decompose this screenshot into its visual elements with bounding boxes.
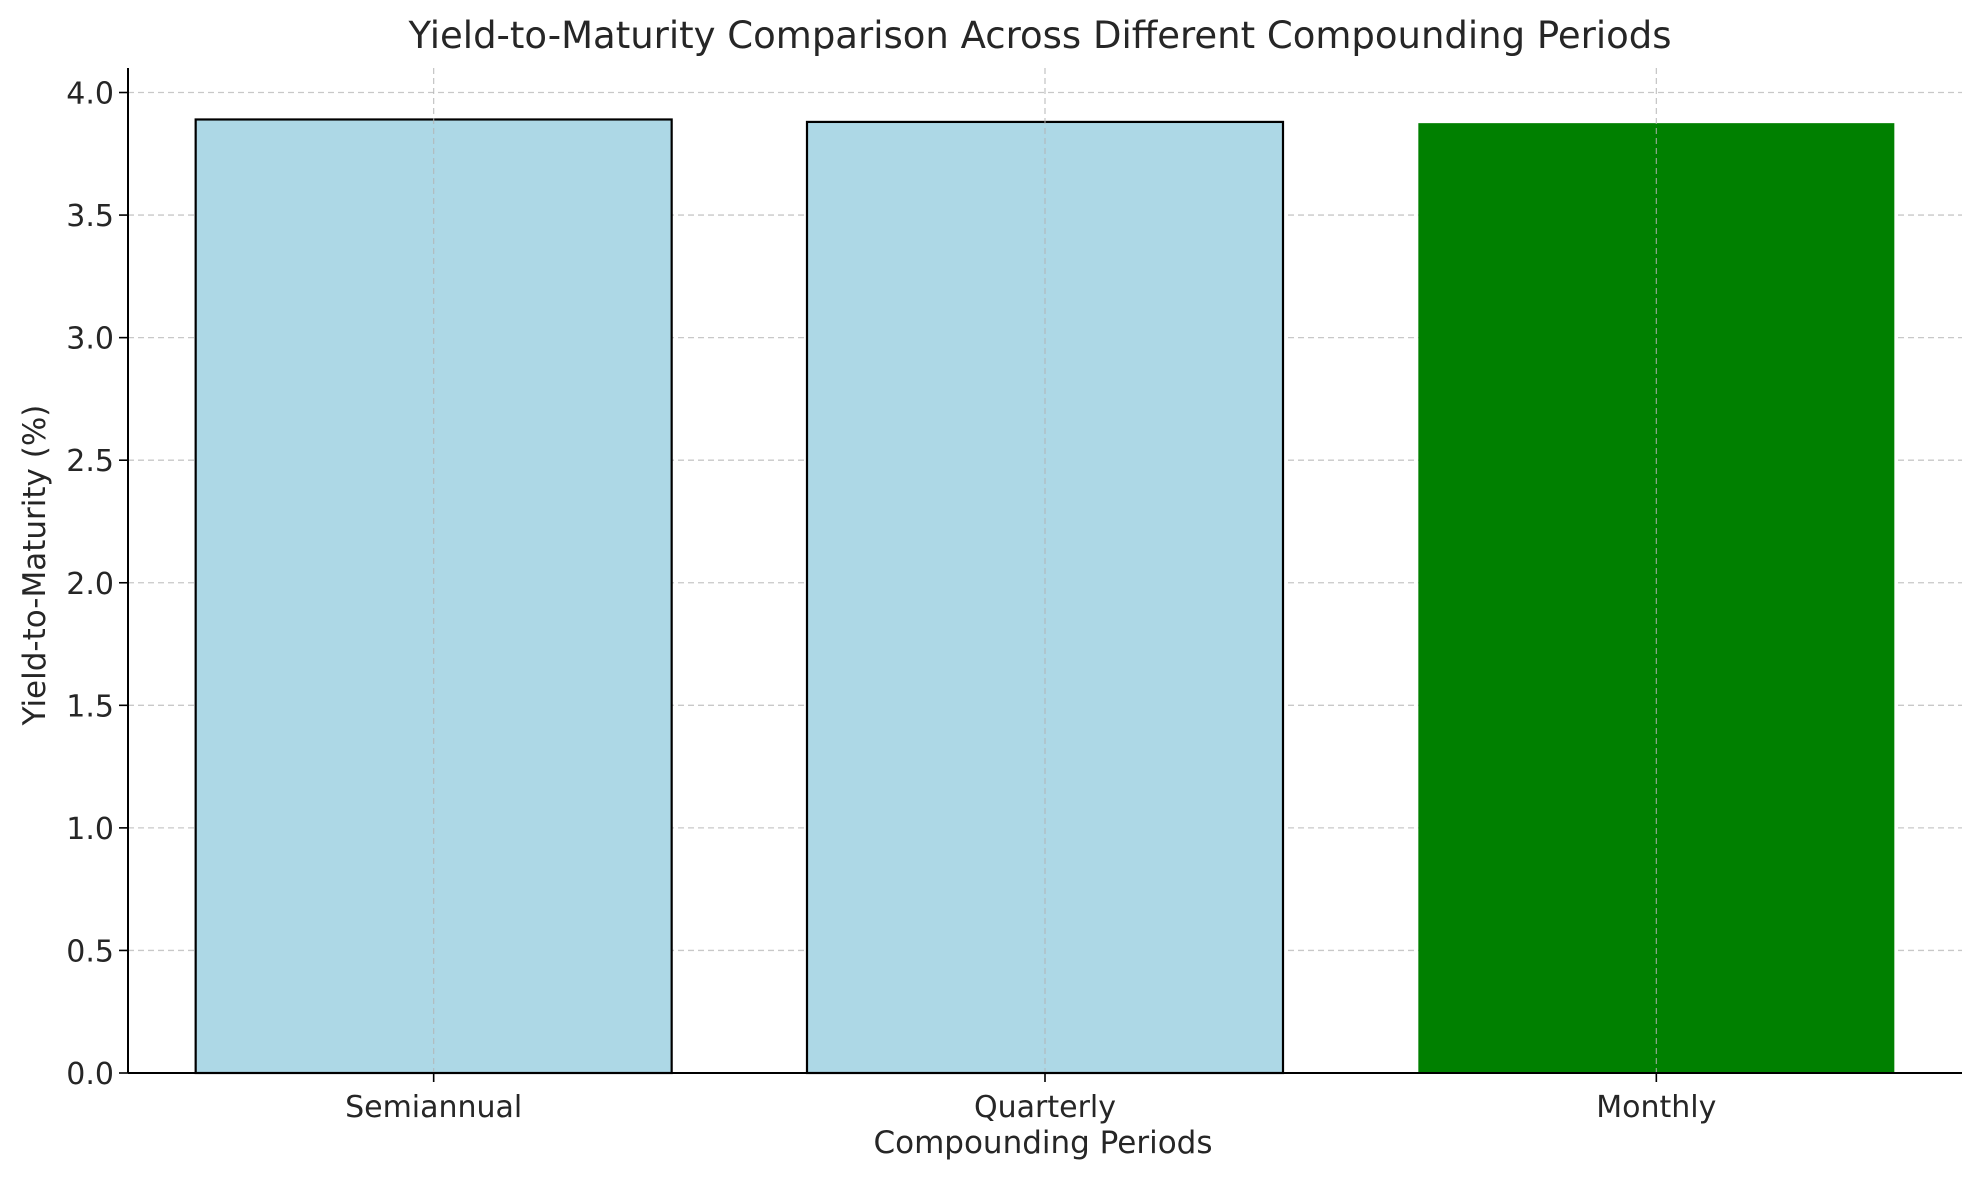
vertical-grid-lines [433, 68, 1657, 1073]
y-tick-label: 1.5 [66, 689, 114, 724]
y-tick-label: 3.5 [66, 199, 114, 234]
y-tick-label: 4.0 [66, 77, 114, 112]
x-tick-labels: Semiannual Quarterly Monthly [345, 1090, 1716, 1125]
y-tick-label: 1.0 [66, 812, 114, 847]
x-tick-label: Monthly [1596, 1090, 1716, 1125]
y-tick-label: 0.5 [66, 934, 114, 969]
chart-title: Yield-to-Maturity Comparison Across Diff… [407, 14, 1671, 57]
y-axis-label: Yield-to-Maturity (%) [17, 405, 53, 727]
bars [194, 118, 1895, 1075]
y-tick-label: 0.0 [66, 1057, 114, 1092]
y-tick-label: 2.5 [66, 444, 114, 479]
axes [119, 68, 1962, 1082]
y-tick-labels: 0.0 0.5 1.0 1.5 2.0 2.5 3.0 3.5 4.0 [66, 77, 114, 1092]
y-tick-label: 3.0 [66, 322, 114, 357]
x-axis-label: Compounding Periods [873, 1125, 1212, 1161]
x-tick-label: Quarterly [974, 1090, 1116, 1125]
y-tick-label: 2.0 [66, 567, 114, 602]
x-tick-label: Semiannual [345, 1090, 522, 1125]
